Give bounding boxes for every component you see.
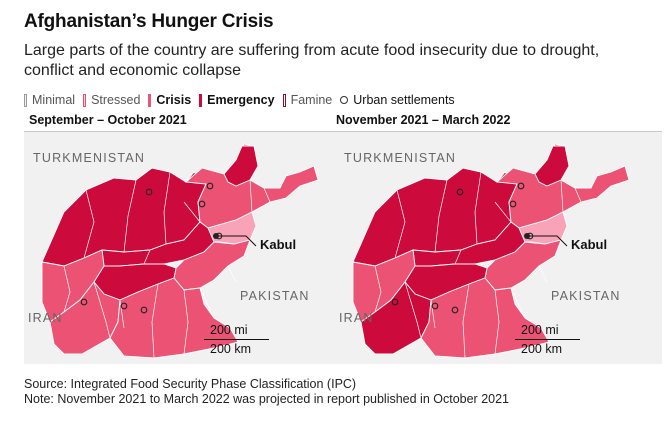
urban-settlement-marker (80, 298, 88, 306)
urban-settlement-marker (456, 188, 464, 196)
minimal-swatch (24, 93, 27, 107)
urban-settlement-marker (120, 302, 128, 310)
panel-2-label: November 2021 – March 2022 (336, 113, 511, 127)
city-label-kabul: Kabul (260, 237, 297, 252)
afghanistan-map-2 (352, 143, 630, 359)
crisis-swatch (148, 93, 152, 107)
province-boundary (434, 179, 448, 253)
map-panel-2: TURKMENISTAN IRAN PAKISTAN Kabul 200 mi … (335, 131, 662, 364)
country-label-pakistan: PAKISTAN (551, 289, 621, 303)
urban-settlement-marker (145, 188, 153, 196)
country-label-iran: IRAN (339, 311, 374, 325)
legend-label: Minimal (32, 93, 76, 107)
province-boundary (474, 171, 482, 245)
urban-settlement-marker (509, 200, 517, 208)
province-boundary (143, 249, 151, 265)
province-boundary (123, 179, 137, 253)
urban-settlement-marker (391, 298, 399, 306)
emergency-swatch (199, 93, 203, 107)
urban-settlement-marker (431, 302, 439, 310)
country-label-pakistan: PAKISTAN (240, 289, 310, 303)
scale-km: 200 km (521, 342, 562, 356)
region-south (109, 277, 239, 359)
kabul-marker (524, 233, 530, 239)
province-boundary (404, 281, 422, 339)
urban-settlement-marker (517, 182, 525, 190)
province-boundary (249, 179, 253, 213)
famine-swatch (282, 93, 286, 107)
province-boundary (374, 265, 382, 313)
legend-item-famine: Famine (282, 93, 333, 107)
stressed-swatch (83, 93, 87, 107)
province-boundary (63, 265, 71, 313)
legend-item-minimal: Minimal (24, 93, 75, 107)
kabul-marker (213, 233, 219, 239)
city-label-kabul: Kabul (571, 237, 608, 252)
scale-mi: 200 mi (521, 323, 559, 337)
province-boundary (430, 299, 436, 329)
chart-title: Afghanistan’s Hunger Crisis (24, 11, 274, 32)
province-boundary (494, 289, 500, 355)
note-text: Note: November 2021 to March 2022 was pr… (24, 392, 510, 406)
province-boundary (183, 289, 189, 355)
province-boundary (163, 171, 171, 245)
province-boundary (93, 281, 111, 339)
urban-settlement-marker (140, 306, 148, 314)
urban-settlement-marker (451, 306, 459, 314)
scale-km: 200 km (210, 342, 251, 356)
region-south (420, 277, 550, 359)
legend-item-urban: Urban settlements (340, 93, 455, 107)
legend-item-stressed: Stressed (83, 93, 140, 107)
province-boundary (574, 187, 582, 203)
legend-label: Stressed (91, 93, 141, 107)
province-boundary (560, 179, 564, 213)
map-panel-1: TURKMENISTAN IRAN PAKISTAN Kabul 200 mi … (24, 131, 351, 364)
legend-label: Crisis (156, 93, 192, 107)
country-label-turkmenistan: TURKMENISTAN (344, 151, 457, 165)
province-boundary (538, 265, 548, 283)
legend-item-emergency: Emergency (199, 93, 275, 107)
province-boundary (119, 299, 125, 329)
province-boundary (462, 283, 470, 359)
panel-1-label: September – October 2021 (29, 113, 187, 127)
region-north-east-emg (534, 145, 570, 187)
province-boundary (151, 283, 159, 359)
province-boundary (199, 287, 215, 319)
scale-bar (204, 339, 269, 340)
province-boundary (510, 287, 526, 319)
province-boundary (183, 201, 201, 223)
province-boundary (454, 249, 462, 265)
scale-bar (515, 339, 580, 340)
legend-item-crisis: Crisis (148, 93, 191, 107)
country-label-turkmenistan: TURKMENISTAN (33, 151, 146, 165)
afghanistan-map-1 (41, 143, 319, 359)
scale-mi: 200 mi (210, 323, 248, 337)
province-boundary (83, 189, 95, 259)
chart-subtitle: Large parts of the country are suffering… (24, 42, 600, 79)
kabul-leader-line (216, 235, 257, 247)
province-boundary (263, 187, 271, 203)
legend-label: Emergency (207, 93, 275, 107)
legend: Minimal Stressed Crisis Emergency Famine… (24, 92, 463, 108)
province-boundary (394, 189, 406, 259)
legend-label: Urban settlements (353, 93, 455, 107)
country-label-iran: IRAN (28, 311, 63, 325)
urban-settlement-marker (198, 200, 206, 208)
province-boundary (494, 201, 512, 223)
legend-label: Famine (290, 93, 333, 107)
urban-settlement-marker (206, 182, 214, 190)
province-boundary (227, 265, 237, 283)
urban-settlement-icon (340, 96, 349, 104)
kabul-leader-line (527, 235, 568, 247)
source-text: Source: Integrated Food Security Phase C… (24, 377, 357, 391)
region-north-east-emg (223, 145, 259, 187)
